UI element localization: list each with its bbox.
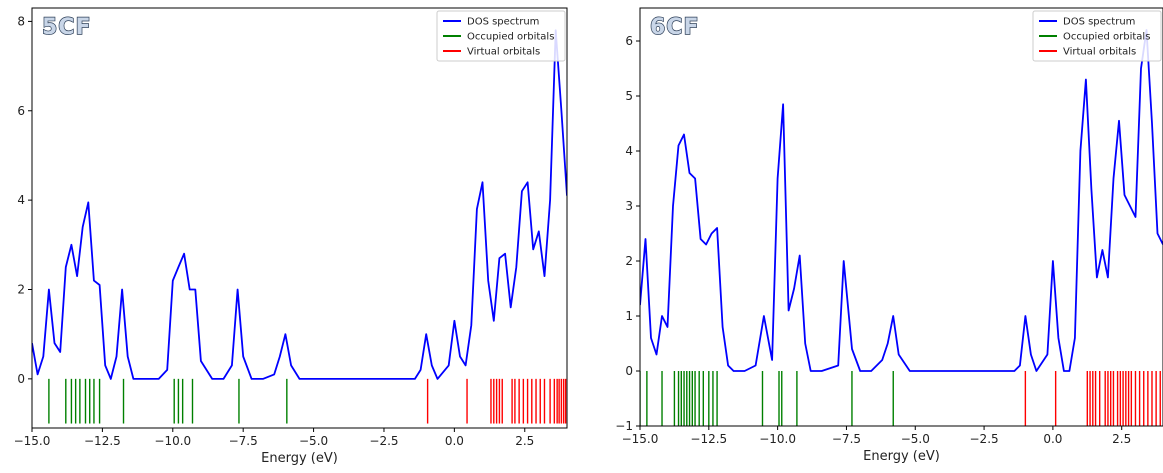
chart-1-ytick-label-2: 1 bbox=[625, 309, 633, 323]
chart-0-axes-frame bbox=[31, 7, 568, 429]
chart-1-xtick-label-5: −2.5 bbox=[970, 432, 999, 446]
chart-1-legend-label-virtual: Virtual orbitals bbox=[1063, 47, 1136, 58]
chart-0-xtick-label-2: −10.0 bbox=[154, 434, 191, 448]
chart-1-xtick-label-7: 2.5 bbox=[1112, 432, 1131, 446]
chart-1-axes-frame bbox=[639, 7, 1163, 427]
chart-1-plot-area bbox=[640, 8, 1163, 426]
chart-0-marks bbox=[32, 29, 567, 424]
chart-0-legend-label-dos: DOS spectrum bbox=[467, 17, 539, 28]
chart-1-xtick-label-3: −7.5 bbox=[832, 432, 861, 446]
chart-1-legend-label-occupied: Occupied orbitals bbox=[1063, 32, 1150, 43]
chart-1-panel-label: 6CF bbox=[650, 15, 699, 40]
chart-0-x-axis-label: Energy (eV) bbox=[261, 451, 338, 466]
chart-1-xtick-label-2: −10.0 bbox=[759, 432, 796, 446]
chart-0-xtick-label-6: 0.0 bbox=[445, 434, 464, 448]
chart-0-dos-spectrum-line bbox=[32, 29, 567, 380]
chart-1-dos-spectrum-line bbox=[640, 29, 1163, 372]
chart-0-xtick-label-5: −2.5 bbox=[369, 434, 398, 448]
chart-0-xtick-label-7: 2.5 bbox=[515, 434, 534, 448]
chart-1-legend-box bbox=[1032, 10, 1162, 62]
chart-0-legend-label-occupied: Occupied orbitals bbox=[467, 32, 554, 43]
chart-0-ytick-label-4: 8 bbox=[17, 14, 25, 28]
dos-chart-5cf: −15.0 −12.5 −10.0 −7.5 −5.0 −2.5 0.0 2.5 0 2 4 6 8 En… bbox=[0, 0, 580, 473]
chart-1-ytick-label-6: 5 bbox=[625, 89, 633, 103]
chart-0-ytick-label-1: 2 bbox=[17, 282, 25, 296]
dos-chart-6cf-svg: −15.0 −12.5 −10.0 −7.5 −5.0 −2.5 0.0 2.5 −1 0 1 2 3 4… bbox=[615, 7, 1163, 464]
chart-0-legend-label-virtual: Virtual orbitals bbox=[467, 47, 540, 58]
chart-0-xtick-label-0: −15.0 bbox=[14, 434, 51, 448]
chart-1-ytick-label-4: 3 bbox=[625, 199, 633, 213]
chart-1-xtick-label-6: 0.0 bbox=[1043, 432, 1062, 446]
chart-1-ytick-label-1: 0 bbox=[625, 364, 633, 378]
chart-0-legend-box bbox=[436, 10, 566, 62]
chart-0-xtick-label-1: −12.5 bbox=[84, 434, 121, 448]
chart-1-ytick-label-3: 2 bbox=[625, 254, 633, 268]
chart-0-xtick-label-4: −5.0 bbox=[299, 434, 328, 448]
dos-chart-6cf: −15.0 −12.5 −10.0 −7.5 −5.0 −2.5 0.0 2.5 −1 0 1 2 3 4… bbox=[583, 0, 1163, 473]
chart-1-legend-label-dos: DOS spectrum bbox=[1063, 17, 1135, 28]
chart-0-ytick-label-3: 6 bbox=[17, 104, 25, 118]
chart-0-ytick-label-2: 4 bbox=[17, 193, 25, 207]
chart-1-x-axis-label: Energy (eV) bbox=[863, 449, 940, 464]
chart-0-xtick-label-3: −7.5 bbox=[229, 434, 258, 448]
chart-1-marks bbox=[640, 29, 1163, 426]
chart-1-ytick-label-7: 6 bbox=[625, 34, 633, 48]
chart-1-ytick-label-5: 4 bbox=[625, 144, 633, 158]
chart-1-xtick-label-4: −5.0 bbox=[901, 432, 930, 446]
chart-0-panel-label: 5CF bbox=[42, 15, 91, 40]
chart-1-xtick-label-0: −15.0 bbox=[622, 432, 659, 446]
chart-1-ytick-label-0: −1 bbox=[615, 419, 633, 433]
chart-1-xtick-label-1: −12.5 bbox=[690, 432, 727, 446]
dos-chart-5cf-svg: −15.0 −12.5 −10.0 −7.5 −5.0 −2.5 0.0 2.5 0 2 4 6 8 En… bbox=[14, 7, 568, 466]
chart-0-ytick-label-0: 0 bbox=[17, 372, 25, 386]
chart-0-plot-area bbox=[32, 8, 567, 428]
